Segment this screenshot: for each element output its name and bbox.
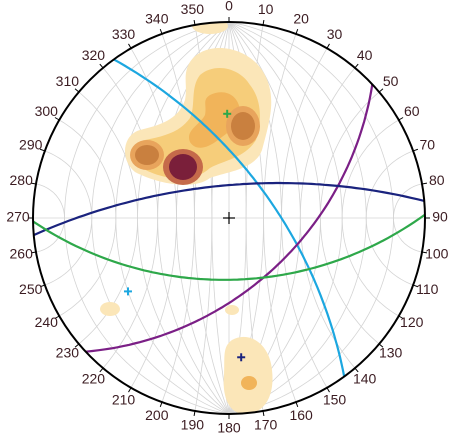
great-circles [33,58,425,377]
azimuth-label: 10 [258,1,274,17]
grid-small-circle [78,91,138,345]
azimuth-label: 310 [56,73,80,89]
azimuth-label: 300 [35,103,59,119]
azimuth-tick [99,63,104,69]
azimuth-tick [74,88,80,93]
azimuth-tick [99,367,104,373]
azimuth-tick [128,387,132,393]
center-cross [223,212,235,224]
azimuth-tick [193,19,196,26]
azimuth-label: 200 [145,407,169,423]
azimuth-label: 150 [323,391,347,407]
pole [237,353,246,362]
contour [223,336,273,414]
azimuth-tick [295,28,299,34]
great-circle [85,84,374,353]
grid-small-circle [44,150,93,286]
density-contours [100,22,273,414]
contour [192,22,228,34]
grid-small-circle [59,119,117,317]
azimuth-tick [30,251,37,254]
azimuth-tick [39,148,45,152]
azimuth-label: 20 [293,10,309,26]
contour [169,154,197,180]
azimuth-label: 110 [416,281,439,297]
azimuth-label: 240 [35,314,59,330]
azimuth-label: 340 [145,10,169,26]
azimuth-label: 60 [404,103,420,119]
azimuth-tick [54,117,60,121]
azimuth-label: 50 [383,73,399,89]
pole [223,109,232,118]
azimuth-label: 0 [225,0,233,14]
azimuth-tick [421,251,428,254]
azimuth-tick [398,315,404,319]
azimuth-label: 230 [56,344,80,360]
azimuth-label: 140 [353,370,377,386]
azimuth-label: 170 [254,416,278,432]
contour [231,112,255,140]
azimuth-label: 80 [429,172,445,188]
azimuth-label: 320 [82,47,106,63]
grid-small-circle [102,67,159,369]
azimuth-label: 290 [19,137,43,153]
azimuth-tick [128,43,132,49]
azimuth-label: 210 [112,391,136,407]
contour [225,305,239,315]
azimuth-tick [413,148,419,152]
grid-small-circle [35,183,65,253]
azimuth-label: 90 [432,209,448,225]
contour [135,145,159,165]
azimuth-tick [421,182,428,185]
azimuth-tick [39,284,45,288]
azimuth-tick [54,315,60,319]
azimuth-label: 160 [289,407,313,423]
contour [188,92,241,148]
azimuth-label: 120 [400,314,424,330]
azimuth-tick [326,43,330,49]
azimuth-tick [354,367,359,373]
azimuth-label: 280 [10,172,34,188]
azimuth-tick [30,182,37,185]
azimuth-tick [326,387,330,393]
azimuth-label: 350 [181,1,205,17]
contour [241,376,257,390]
great-circle [113,58,346,377]
azimuth-label: 250 [19,281,43,297]
azimuth-label: 100 [425,245,449,261]
azimuth-label: 130 [379,344,403,360]
azimuth-tick [378,343,384,348]
grid-small-circle [130,48,177,388]
azimuth-label: 270 [6,209,30,225]
azimuth-tick [413,284,419,288]
pole [123,287,132,296]
azimuth-tick [354,63,359,69]
azimuth-tick [193,410,196,417]
azimuth-label: 70 [419,137,435,153]
azimuth-tick [295,402,299,408]
azimuth-label: 190 [181,416,205,432]
azimuth-tick [262,19,265,26]
azimuth-label: 30 [327,26,343,42]
azimuth-label: 220 [82,370,106,386]
great-circle [33,181,425,237]
azimuth-tick [398,117,404,121]
azimuth-label: 40 [357,47,373,63]
great-circle [33,213,425,281]
azimuth-label: 260 [10,245,34,261]
azimuth-tick [159,28,163,34]
azimuth-tick [74,343,80,348]
azimuth-label: 180 [217,420,241,435]
azimuth-tick [378,88,384,93]
poles [123,109,246,362]
azimuth-tick [262,410,265,417]
contour [100,302,120,316]
azimuth-label: 330 [112,26,136,42]
azimuth-tick [159,402,163,408]
